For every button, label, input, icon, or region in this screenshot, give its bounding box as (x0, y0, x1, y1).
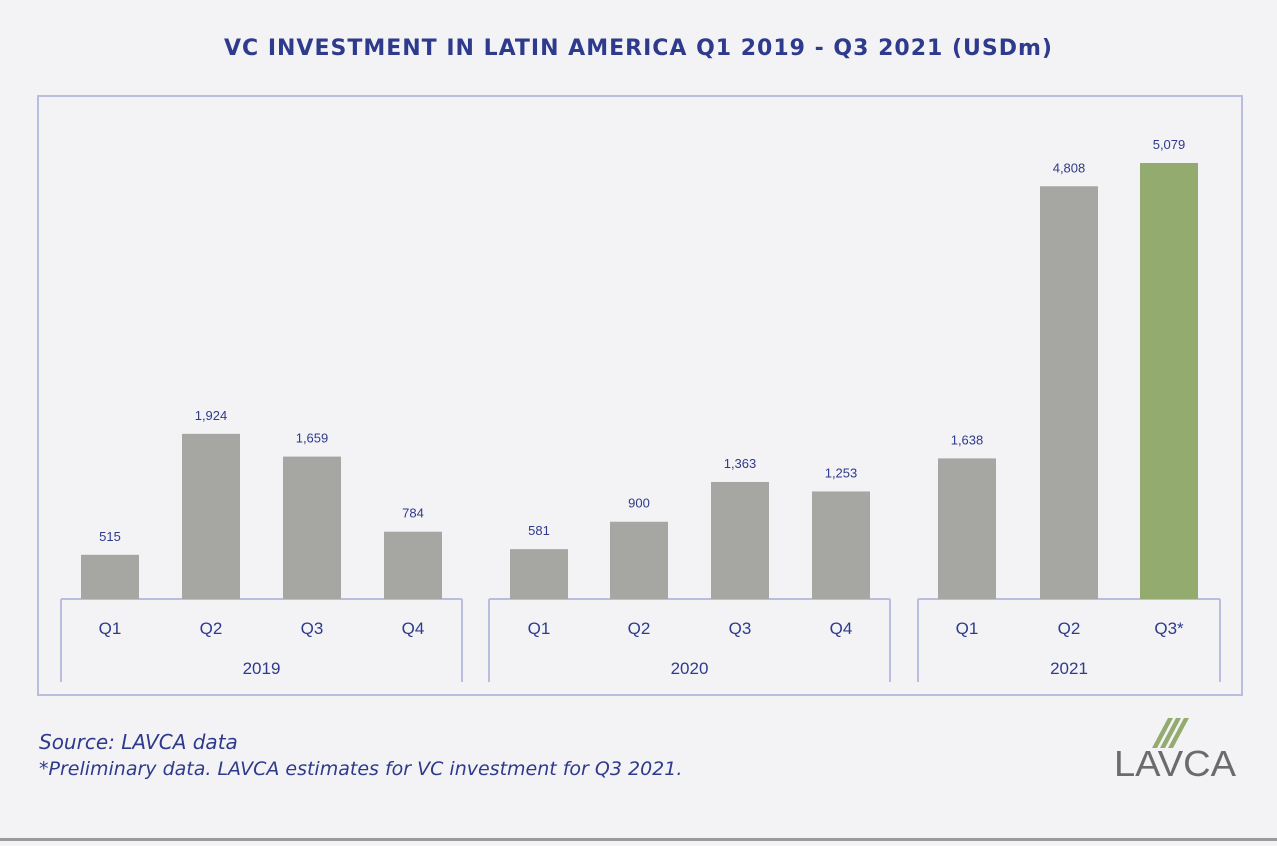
tick-label: Q2 (200, 619, 223, 638)
bar-2019-q1 (81, 554, 139, 599)
preliminary-note: *Preliminary data. LAVCA estimates for V… (39, 758, 683, 780)
tick-label: Q2 (1058, 619, 1081, 638)
bar-2021-q1 (938, 458, 996, 599)
data-label: 1,638 (951, 432, 984, 447)
year-label: 2019 (243, 659, 281, 678)
logo-text: LAVCA (1114, 743, 1236, 784)
data-label: 4,808 (1053, 160, 1086, 175)
bar-2020-q4 (812, 491, 870, 599)
bar-2021-q3-star (1140, 163, 1198, 599)
source-note: Source: LAVCA data (39, 730, 238, 754)
tick-label: Q3* (1154, 619, 1184, 638)
year-label: 2021 (1050, 659, 1088, 678)
bar-2021-q2 (1040, 186, 1098, 599)
data-label: 784 (402, 506, 424, 521)
data-label: 900 (628, 496, 650, 511)
lavca-logo: LAVCA (1114, 718, 1236, 784)
data-label: 1,924 (195, 408, 228, 423)
bar-2020-q3 (711, 481, 769, 599)
bar-2019-q4 (384, 531, 442, 599)
tick-label: Q1 (528, 619, 551, 638)
year-label: 2020 (671, 659, 709, 678)
tick-label: Q3 (301, 619, 324, 638)
tick-label: Q4 (830, 619, 853, 638)
data-label: 1,363 (724, 456, 757, 471)
data-label: 1,659 (296, 431, 329, 446)
bar-2020-q1 (510, 549, 568, 599)
bar-2019-q2 (182, 433, 240, 599)
data-label: 515 (99, 529, 121, 544)
chart-title: VC INVESTMENT IN LATIN AMERICA Q1 2019 -… (223, 36, 1053, 61)
bar-2019-q3 (283, 456, 341, 599)
data-label: 5,079 (1153, 137, 1186, 152)
data-label: 1,253 (825, 465, 858, 480)
tick-label: Q1 (99, 619, 122, 638)
bottom-rule (0, 838, 1277, 841)
tick-label: Q1 (956, 619, 979, 638)
bar-2020-q2 (610, 521, 668, 599)
chart-frame (37, 95, 1243, 696)
tick-label: Q3 (729, 619, 752, 638)
tick-label: Q2 (628, 619, 651, 638)
tick-label: Q4 (402, 619, 425, 638)
data-label: 581 (528, 523, 550, 538)
